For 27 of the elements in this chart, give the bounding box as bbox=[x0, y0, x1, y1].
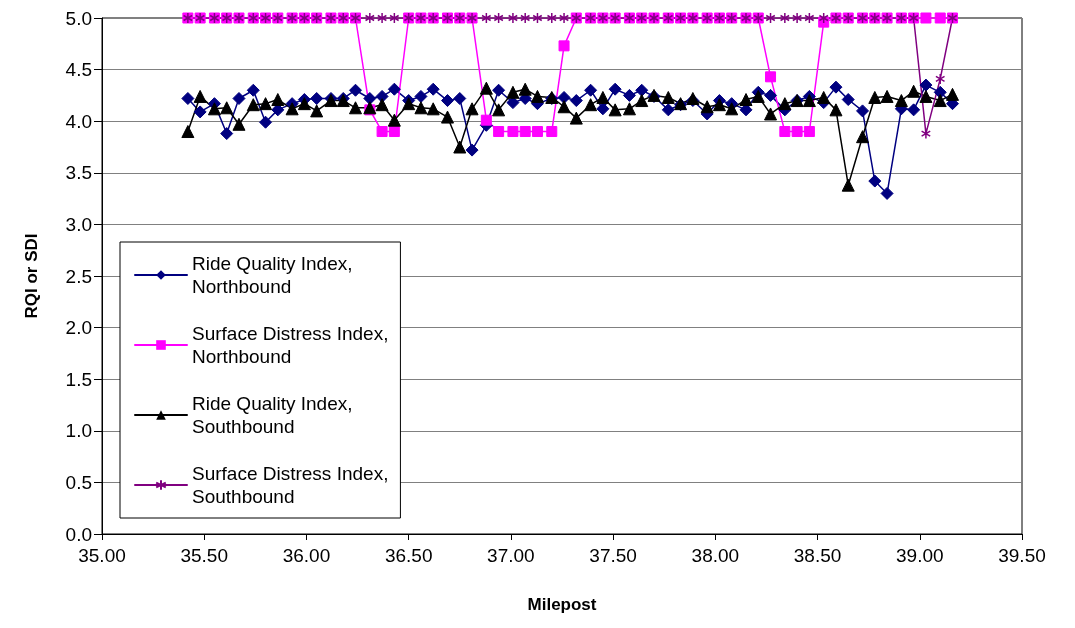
x-tick-label: 38.00 bbox=[691, 545, 740, 566]
x-axis-title: Milepost bbox=[527, 595, 597, 614]
x-tick-label: 39.00 bbox=[896, 545, 944, 566]
y-tick-label: 1.5 bbox=[65, 368, 92, 390]
x-tick-label: 37.00 bbox=[487, 545, 535, 566]
legend-label: Surface Distress Index, Northbound bbox=[192, 323, 389, 367]
x-tick-label: 36.00 bbox=[282, 545, 331, 566]
y-tick-label: 0.5 bbox=[65, 471, 92, 493]
legend-label: Surface Distress Index, Southbound bbox=[192, 463, 389, 507]
y-tick-label: 4.0 bbox=[65, 110, 92, 132]
x-tick-label: 35.50 bbox=[180, 545, 228, 566]
legend-label: Ride Quality Index, Southbound bbox=[192, 393, 353, 437]
y-axis-title: RQI or SDI bbox=[22, 233, 41, 319]
y-tick-label: 3.5 bbox=[65, 162, 92, 184]
y-tick-label: 5.0 bbox=[65, 7, 92, 29]
y-tick-label: 0.0 bbox=[65, 523, 92, 545]
y-tick-label: 4.5 bbox=[65, 59, 92, 81]
legend-label: Ride Quality Index, Northbound bbox=[192, 253, 353, 297]
x-tick-label: 35.00 bbox=[78, 545, 126, 566]
y-tick-label: 2.5 bbox=[65, 265, 92, 287]
x-tick-label: 39.50 bbox=[998, 545, 1046, 566]
y-tick-label: 1.0 bbox=[65, 420, 92, 442]
x-tick-label: 38.50 bbox=[793, 545, 842, 566]
x-tick-label: 37.50 bbox=[589, 545, 637, 566]
x-tick-label: 36.50 bbox=[384, 545, 433, 566]
y-tick-label: 3.0 bbox=[65, 213, 92, 235]
y-tick-label: 2.0 bbox=[65, 317, 92, 339]
